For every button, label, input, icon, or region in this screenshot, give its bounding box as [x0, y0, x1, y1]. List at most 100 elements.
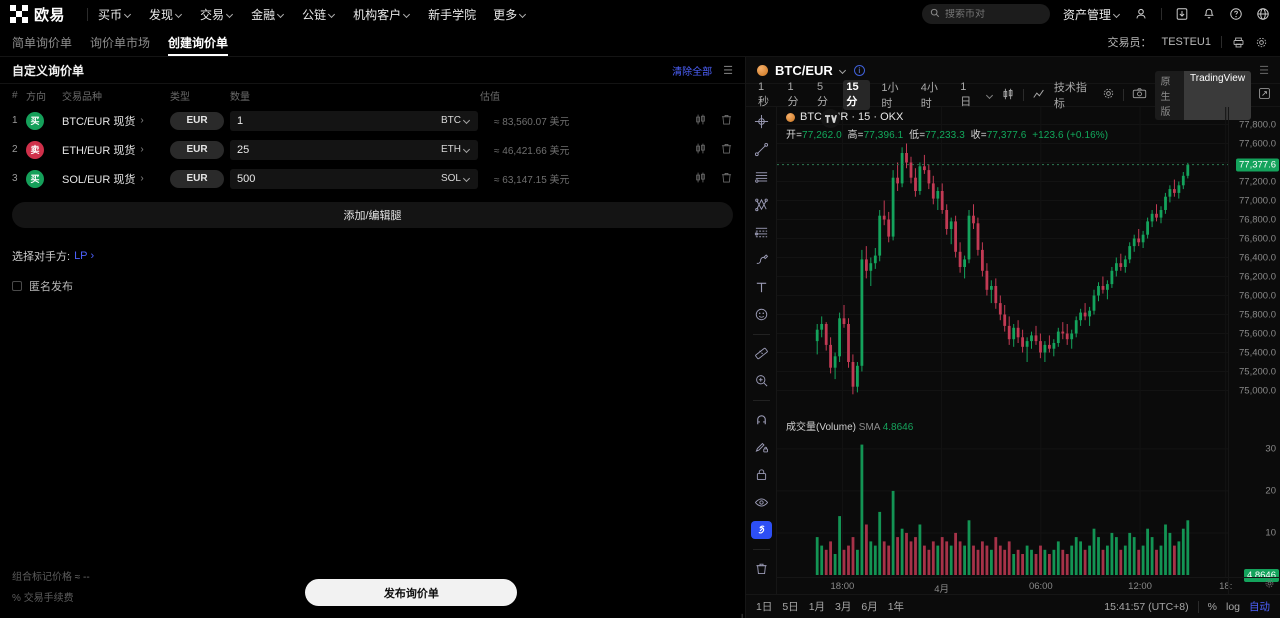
percent-scale-toggle[interactable]: %	[1207, 600, 1217, 613]
nav-item-discover[interactable]: 发现	[149, 6, 183, 23]
table-row[interactable]: 1 买 BTC/EUR 现货 › EUR 1 BTC	[0, 106, 745, 135]
printer-icon[interactable]	[1232, 36, 1245, 49]
timeframe-1s[interactable]: 1秒	[758, 81, 769, 108]
range-3m[interactable]: 3月	[835, 601, 852, 613]
ruler-icon[interactable]	[751, 345, 772, 363]
auto-scale-toggle[interactable]: 自动	[1249, 601, 1270, 613]
fib-retracement-icon[interactable]	[751, 223, 772, 241]
leg-type[interactable]: EUR	[170, 111, 230, 130]
help-icon[interactable]	[1229, 7, 1243, 21]
quantity-unit-select[interactable]: ETH	[441, 144, 471, 155]
crosshair-icon[interactable]	[751, 113, 772, 131]
timeframe-1h[interactable]: 1小时	[881, 82, 899, 110]
direction-badge-sell[interactable]: 卖	[26, 140, 44, 159]
search-input[interactable]	[944, 8, 1042, 20]
bell-icon[interactable]	[1202, 7, 1216, 21]
info-icon[interactable]: i	[853, 64, 865, 76]
quantity-input[interactable]: 25 ETH	[230, 139, 478, 160]
eye-icon[interactable]	[751, 493, 772, 511]
nav-item-trade[interactable]: 交易	[200, 6, 234, 23]
okx-logo[interactable]: 欧易	[10, 4, 65, 25]
nav-item-chain[interactable]: 公链	[302, 6, 336, 23]
trash-icon[interactable]	[720, 171, 733, 187]
candlestick-type-icon[interactable]	[1001, 87, 1015, 104]
leg-direction[interactable]: 卖	[26, 140, 62, 159]
table-row[interactable]: 3 买 SOL/EUR 现货 › EUR 500 SOL	[0, 164, 745, 193]
leg-symbol[interactable]: BTC/EUR 现货 ›	[62, 113, 170, 129]
indicators-label[interactable]: 技术指标	[1053, 82, 1087, 110]
nav-item-institutional[interactable]: 机构客户	[353, 6, 411, 23]
nav-item-more[interactable]: 更多	[493, 6, 527, 23]
candlestick-icon[interactable]	[694, 171, 707, 187]
range-1m[interactable]: 1月	[808, 601, 826, 613]
view-mode-native[interactable]: 原生版	[1160, 76, 1171, 118]
chart-pair-name[interactable]: BTC/EUR	[775, 62, 833, 78]
trash-icon[interactable]	[751, 559, 772, 577]
quantity-input[interactable]: 500 SOL	[230, 168, 478, 189]
nav-item-finance[interactable]: 金融	[251, 6, 285, 23]
chevron-down-icon[interactable]	[987, 92, 993, 99]
anonymous-checkbox[interactable]	[12, 281, 22, 291]
leg-type[interactable]: EUR	[170, 169, 230, 188]
nav-item-asset-management[interactable]: 资产管理	[1063, 6, 1121, 23]
leg-type[interactable]: EUR	[170, 140, 230, 159]
tab-simple-rfq[interactable]: 简单询价单	[12, 28, 72, 56]
nav-item-academy[interactable]: 新手学院	[428, 6, 476, 23]
quantity-unit-select[interactable]: SOL	[441, 173, 471, 184]
leg-symbol[interactable]: ETH/EUR 现货 ›	[62, 142, 170, 158]
nav-item-buy-crypto[interactable]: 买币	[98, 6, 132, 23]
chart-plot-area[interactable]: BTC/EUR · 15 · OKX 开=77,262.0 高=77,396.1…	[777, 107, 1228, 577]
range-1d[interactable]: 1日	[756, 601, 773, 613]
emoji-icon[interactable]	[751, 306, 772, 324]
panel-menu-icon[interactable]: ☰	[723, 64, 733, 77]
time-axis-corner[interactable]	[1228, 577, 1280, 594]
gear-icon[interactable]	[1255, 36, 1268, 49]
add-edit-leg-button[interactable]: 添加/编辑腿	[12, 202, 733, 228]
range-1y[interactable]: 1年	[887, 601, 905, 613]
timeframe-4h[interactable]: 4小时	[920, 82, 938, 110]
direction-badge-buy[interactable]: 买	[26, 111, 44, 130]
magnet-icon[interactable]	[751, 411, 772, 429]
table-row[interactable]: 2 卖 ETH/EUR 现货 › EUR 25 ETH	[0, 135, 745, 164]
zoom-in-icon[interactable]	[751, 372, 772, 390]
time-axis[interactable]: 18:00 4月 06:00 12:00 18:	[777, 577, 1232, 595]
quantity-unit-select[interactable]: BTC	[441, 115, 471, 126]
horizontal-lines-icon[interactable]	[751, 168, 772, 186]
tab-create-rfq[interactable]: 创建询价单	[168, 28, 229, 56]
pencil-lock-icon[interactable]	[751, 438, 772, 456]
timeframe-1d[interactable]: 1日	[960, 81, 972, 108]
pitchfork-icon[interactable]	[751, 196, 772, 214]
brush-icon[interactable]	[751, 251, 772, 269]
type-pill[interactable]: EUR	[170, 111, 224, 130]
indicator-icon[interactable]	[1032, 87, 1046, 104]
snapshot-icon[interactable]	[1132, 87, 1147, 103]
lock-icon[interactable]	[751, 466, 772, 484]
resize-handle[interactable]	[736, 609, 743, 618]
clear-all-button[interactable]: 清除全部	[672, 66, 713, 78]
quantity-input[interactable]: 1 BTC	[230, 110, 478, 131]
panel-menu-icon[interactable]: ☰	[1259, 64, 1269, 77]
timeframe-15m[interactable]: 15分	[843, 80, 871, 110]
globe-icon[interactable]	[1256, 7, 1270, 21]
user-icon[interactable]	[1134, 7, 1148, 21]
timeframe-5m[interactable]: 5分	[816, 81, 828, 108]
trash-icon[interactable]	[720, 142, 733, 158]
axis-settings-gear-icon[interactable]	[1264, 578, 1275, 592]
leg-direction[interactable]: 买	[26, 111, 62, 130]
type-pill[interactable]: EUR	[170, 169, 224, 188]
range-6m[interactable]: 6月	[861, 601, 878, 613]
publish-rfq-button[interactable]: 发布询价单	[305, 579, 518, 606]
leg-symbol[interactable]: SOL/EUR 现货 ›	[62, 171, 170, 187]
download-icon[interactable]	[1175, 7, 1189, 21]
trash-icon[interactable]	[720, 113, 733, 129]
leg-direction[interactable]: 买	[26, 169, 62, 188]
chart-settings-gear-icon[interactable]	[1102, 87, 1115, 103]
fullscreen-icon[interactable]	[1258, 87, 1271, 103]
search-box[interactable]	[921, 4, 1050, 24]
log-scale-toggle[interactable]: log	[1225, 600, 1240, 613]
price-axis[interactable]: 77,800.077,600.077,400.077,200.077,000.0…	[1228, 107, 1280, 582]
text-icon[interactable]	[751, 278, 772, 296]
counterparty-select[interactable]: LP ›	[74, 250, 94, 262]
view-mode-tradingview[interactable]: TradingView	[1184, 70, 1252, 120]
range-5d[interactable]: 5日	[782, 601, 799, 613]
